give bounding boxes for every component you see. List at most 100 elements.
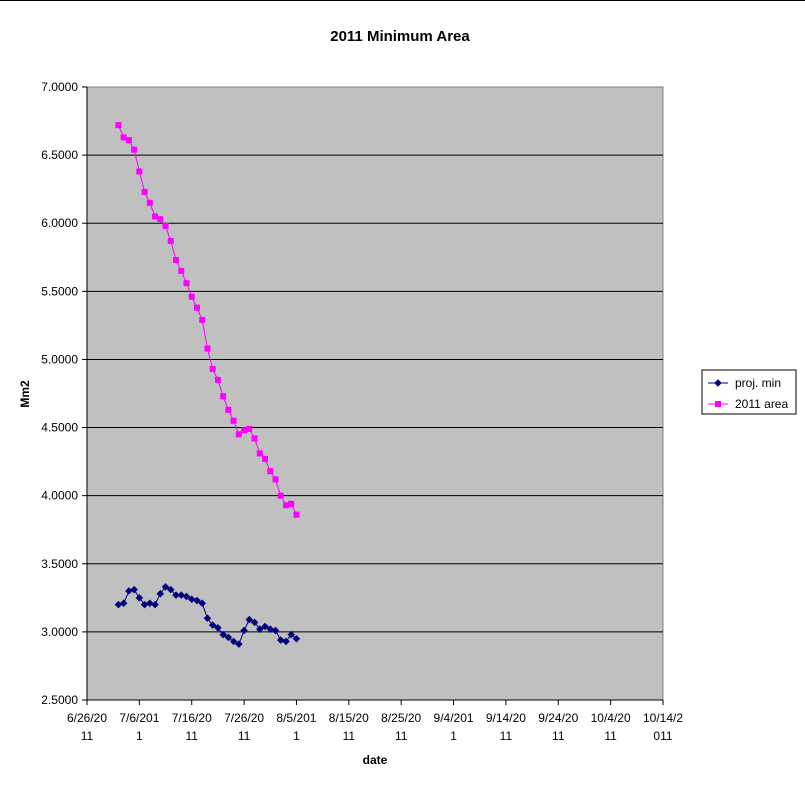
data-point [162, 222, 169, 229]
data-point [250, 618, 259, 627]
data-point [276, 636, 285, 644]
data-point [214, 624, 222, 632]
x-tick-label: 10/14/2 [643, 711, 683, 725]
data-point [262, 455, 269, 462]
x-tick-label: 9/4/201 [434, 711, 474, 725]
x-tick-label: 11 [185, 729, 198, 743]
data-point [172, 591, 180, 599]
y-tick-label: 7.0000 [41, 80, 78, 94]
data-point [120, 134, 127, 141]
data-point [261, 622, 269, 631]
data-point [245, 615, 254, 624]
x-tick-label: 7/26/20 [224, 711, 264, 725]
x-tick-label: 1 [293, 729, 300, 743]
data-point [277, 492, 284, 499]
x-tick-label: 8/25/20 [381, 711, 421, 725]
y-axis-title: Mm2 [18, 380, 32, 408]
x-tick-label: 9/24/20 [538, 711, 578, 725]
data-point [199, 316, 206, 323]
data-point [135, 594, 144, 602]
data-point [152, 213, 159, 220]
data-point [146, 199, 153, 206]
data-point [204, 345, 211, 352]
data-point [203, 614, 212, 623]
data-point [167, 237, 174, 244]
series-proj-min [114, 583, 301, 648]
chart-title: 2011 Minimum Area [330, 28, 470, 45]
data-point [209, 365, 216, 372]
plot-area [86, 86, 664, 701]
legend-label: 2011 area [735, 397, 788, 411]
legend: proj. min 2011 area [701, 369, 797, 415]
data-point [251, 435, 258, 442]
data-point [193, 596, 201, 605]
y-tick-label: 3.0000 [41, 625, 78, 639]
x-tick-label: 1 [136, 729, 143, 743]
legend-label: proj. min [735, 376, 781, 390]
gridlines [87, 154, 663, 633]
y-tick-label: 4.5000 [41, 421, 78, 435]
data-point [272, 476, 279, 483]
data-point [292, 634, 301, 643]
data-point [146, 599, 154, 608]
data-point [240, 626, 248, 635]
y-tick-label: 6.0000 [41, 216, 78, 230]
data-point [256, 625, 264, 633]
data-point [130, 585, 138, 594]
data-point [173, 257, 180, 264]
x-tick-label: 7/16/20 [172, 711, 212, 725]
data-point [224, 633, 233, 642]
data-point [115, 122, 122, 129]
x-tick-label: 8/5/201 [276, 711, 316, 725]
x-axis-title: date [363, 753, 388, 767]
x-tick-label: 9/14/20 [486, 711, 526, 725]
data-point [119, 599, 128, 608]
data-point [267, 468, 274, 475]
data-point [131, 146, 138, 153]
data-point [125, 137, 132, 144]
data-point [220, 393, 227, 400]
data-point [182, 592, 191, 601]
data-point [235, 431, 242, 438]
data-point [287, 630, 295, 639]
data-point [136, 168, 143, 175]
data-point [198, 599, 206, 608]
data-point [235, 640, 243, 648]
x-tick-label: 11 [500, 729, 513, 743]
series-group [114, 122, 301, 648]
x-tick-label: 011 [653, 729, 672, 743]
y-tick-label: 3.5000 [41, 557, 78, 571]
x-tick-label: 11 [343, 729, 356, 743]
x-tick-label: 1 [450, 729, 457, 743]
data-point [256, 450, 263, 457]
data-point [293, 511, 300, 518]
axes [86, 87, 663, 701]
data-point [225, 406, 232, 413]
y-tick-label: 5.0000 [41, 352, 78, 366]
x-tick-label: 6/26/20 [67, 711, 107, 725]
data-point [271, 626, 280, 635]
data-point [161, 583, 170, 591]
data-point [193, 304, 200, 311]
x-tick-label: 8/15/20 [329, 711, 369, 725]
legend-marker [714, 379, 722, 387]
x-tick-label: 11 [238, 729, 251, 743]
data-point [167, 585, 175, 594]
series-2011-area [115, 122, 300, 518]
y-tick-label: 2.5000 [41, 693, 78, 707]
data-point [229, 637, 238, 646]
data-point [188, 293, 195, 300]
y-axis-ticks: 2.5000 3.0000 3.5000 4.0000 4.5000 5.0000 5.50… [41, 80, 87, 707]
data-point [230, 417, 237, 424]
data-point [178, 267, 185, 274]
data-point [266, 625, 275, 633]
x-tick-label: 11 [552, 729, 565, 743]
data-point [187, 595, 196, 603]
y-tick-label: 4.0000 [41, 489, 78, 503]
data-point [157, 216, 164, 223]
data-point [219, 630, 227, 639]
data-point [246, 425, 253, 432]
data-point [208, 621, 217, 629]
data-point [282, 637, 290, 646]
